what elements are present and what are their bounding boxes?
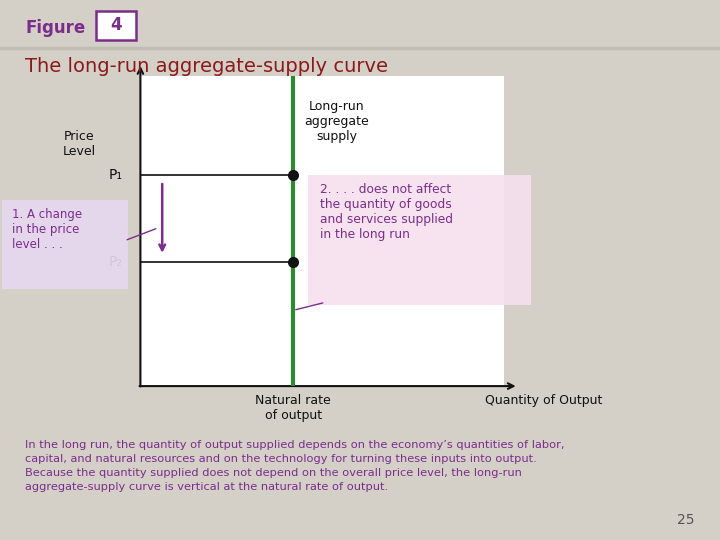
Text: Long-run
aggregate
supply: Long-run aggregate supply xyxy=(305,100,369,144)
Text: 2. . . . does not affect
the quantity of goods
and services supplied
in the long: 2. . . . does not affect the quantity of… xyxy=(320,184,453,241)
Text: Natural rate
of output: Natural rate of output xyxy=(255,394,331,422)
Text: P₂: P₂ xyxy=(108,255,122,269)
FancyBboxPatch shape xyxy=(2,200,128,289)
Text: 1. A change
in the price
level . . .: 1. A change in the price level . . . xyxy=(12,208,81,252)
Text: The long-run aggregate-supply curve: The long-run aggregate-supply curve xyxy=(25,57,388,76)
Text: Price
Level: Price Level xyxy=(63,130,96,158)
Text: In the long run, the quantity of output supplied depends on the economy’s quanti: In the long run, the quantity of output … xyxy=(25,440,564,492)
FancyBboxPatch shape xyxy=(96,11,136,40)
FancyBboxPatch shape xyxy=(307,176,531,305)
Text: Figure: Figure xyxy=(25,19,86,37)
Text: P₁: P₁ xyxy=(108,168,122,182)
Text: Quantity of Output: Quantity of Output xyxy=(485,394,603,407)
Text: 25: 25 xyxy=(678,512,695,526)
Text: 4: 4 xyxy=(110,16,122,34)
